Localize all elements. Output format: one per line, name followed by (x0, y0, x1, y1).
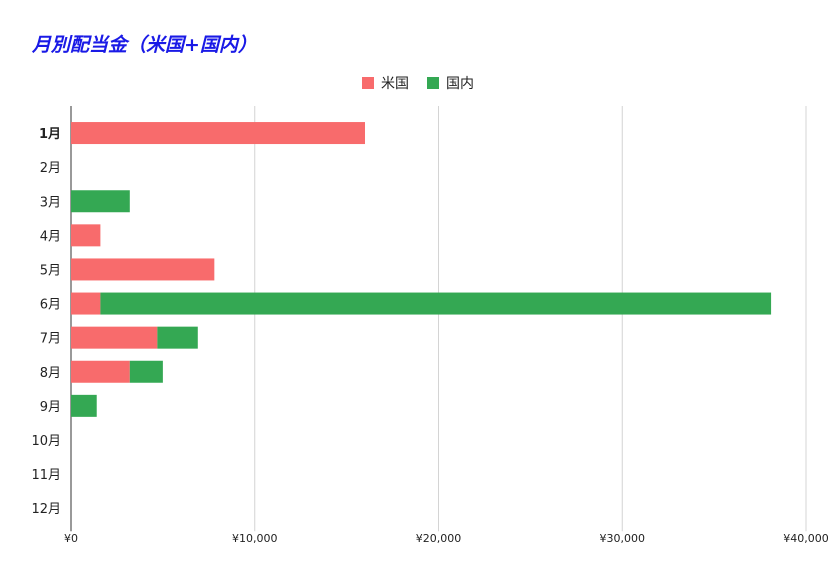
bar-us (71, 122, 365, 145)
y-tick-label: 7月 (40, 332, 61, 347)
x-tick-label: ¥10,000 (232, 532, 278, 545)
bar-us (71, 258, 215, 281)
y-tick-label: 4月 (40, 229, 61, 244)
bar-us (71, 326, 158, 349)
y-tick-label: 10月 (31, 434, 61, 449)
y-tick-label: 12月 (31, 502, 61, 517)
y-tick-label: 11月 (31, 468, 61, 483)
legend-label-jp: 国内 (446, 76, 474, 92)
bar-jp (71, 394, 97, 417)
legend-swatch-us (362, 77, 374, 89)
legend-item-us[interactable]: 米国 (362, 73, 409, 93)
x-tick-label: ¥30,000 (600, 532, 646, 545)
x-tick-label: ¥20,000 (416, 532, 462, 545)
bar-us (71, 292, 101, 315)
x-tick-label: ¥40,000 (783, 532, 829, 545)
bar-jp (157, 326, 198, 349)
bar-jp (100, 292, 772, 315)
y-tick-label: 1月 (39, 127, 61, 142)
legend-swatch-jp (427, 77, 439, 89)
y-tick-label: 8月 (40, 366, 61, 381)
y-tick-label: 9月 (40, 400, 61, 415)
y-tick-label: 5月 (40, 263, 61, 278)
bar-jp (71, 190, 130, 213)
bar-us (71, 360, 130, 383)
bar-us (71, 224, 101, 247)
x-tick-label: ¥0 (64, 532, 78, 545)
bar-jp (129, 360, 163, 383)
y-tick-label: 2月 (40, 161, 61, 176)
chart-title: 月別配当金（米国+国内） (32, 34, 257, 56)
y-tick-label: 3月 (40, 195, 61, 210)
y-tick-label: 6月 (40, 298, 61, 313)
legend-label-us: 米国 (381, 76, 409, 92)
legend-item-jp[interactable]: 国内 (427, 73, 474, 93)
legend: 米国 国内 (0, 73, 836, 93)
